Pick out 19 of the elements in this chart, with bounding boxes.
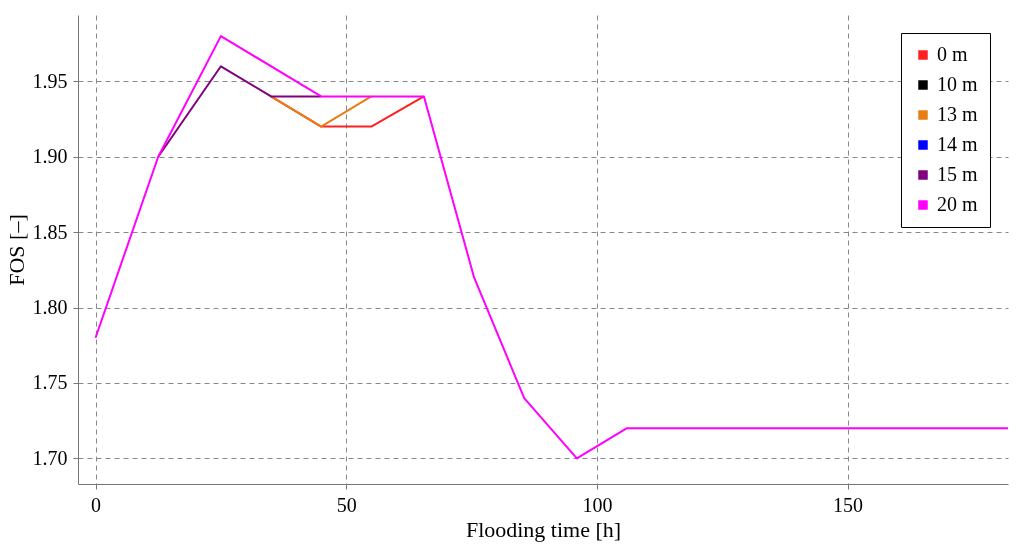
- y-tick-label: 1.75: [32, 371, 68, 394]
- legend-label: 14 m: [937, 133, 978, 155]
- legend-label: 20 m: [937, 193, 978, 215]
- y-tick-label: 1.70: [32, 446, 68, 469]
- legend-label: 13 m: [937, 103, 978, 125]
- x-tick-label: 150: [833, 493, 864, 516]
- x-tick-label: 50: [336, 493, 357, 516]
- y-tick-label: 1.95: [32, 69, 68, 92]
- y-tick-label: 1.90: [32, 145, 68, 168]
- y-tick-label: 1.85: [32, 220, 68, 243]
- y-axis-title: FOS [–]: [3, 214, 29, 286]
- x-tick-label: 100: [582, 493, 613, 516]
- line-series: [94, 35, 1008, 460]
- y-tick-label: 1.80: [32, 296, 68, 319]
- x-axis-title: Flooding time [h]: [465, 516, 622, 542]
- legend-label: 15 m: [937, 163, 978, 185]
- x-tick-label: 0: [91, 493, 102, 516]
- legend-label: 0 m: [937, 43, 968, 65]
- legend-label: 10 m: [937, 73, 978, 95]
